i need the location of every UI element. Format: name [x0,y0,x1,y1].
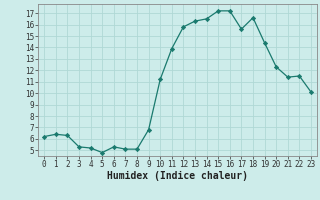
X-axis label: Humidex (Indice chaleur): Humidex (Indice chaleur) [107,171,248,181]
